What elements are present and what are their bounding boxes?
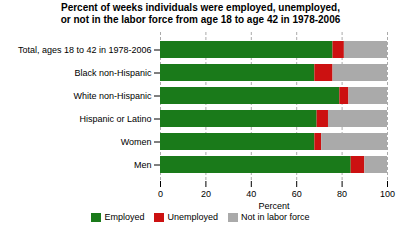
html-text:Percent of weeks individuals w: Percent of weeks individuals were employ… <box>60 2 341 25</box>
svg-text:Total, ages 18 to 42 in 1978-2: Total, ages 18 to 42 in 1978-2006 <box>18 45 152 55</box>
svg-text:Hispanic or Latino: Hispanic or Latino <box>79 114 151 124</box>
svg-text:60: 60 <box>292 189 302 199</box>
svg-text:Black non-Hispanic: Black non-Hispanic <box>74 68 152 78</box>
html-text:Employed: Employed <box>104 212 145 222</box>
svg-text:Women: Women <box>121 137 152 147</box>
svg-text:20: 20 <box>201 189 211 199</box>
svg-text:40: 40 <box>246 189 256 199</box>
svg-text:Men: Men <box>134 160 152 170</box>
svg-text:White non-Hispanic: White non-Hispanic <box>73 91 152 101</box>
svg-text:0: 0 <box>158 189 163 199</box>
svg-text:80: 80 <box>337 189 347 199</box>
svg-text:Percent: Percent <box>258 201 290 211</box>
html-text:Unemployed: Unemployed <box>167 212 218 222</box>
html-text:Not in labor force: Not in labor force <box>241 212 310 222</box>
svg-text:100: 100 <box>380 189 395 199</box>
